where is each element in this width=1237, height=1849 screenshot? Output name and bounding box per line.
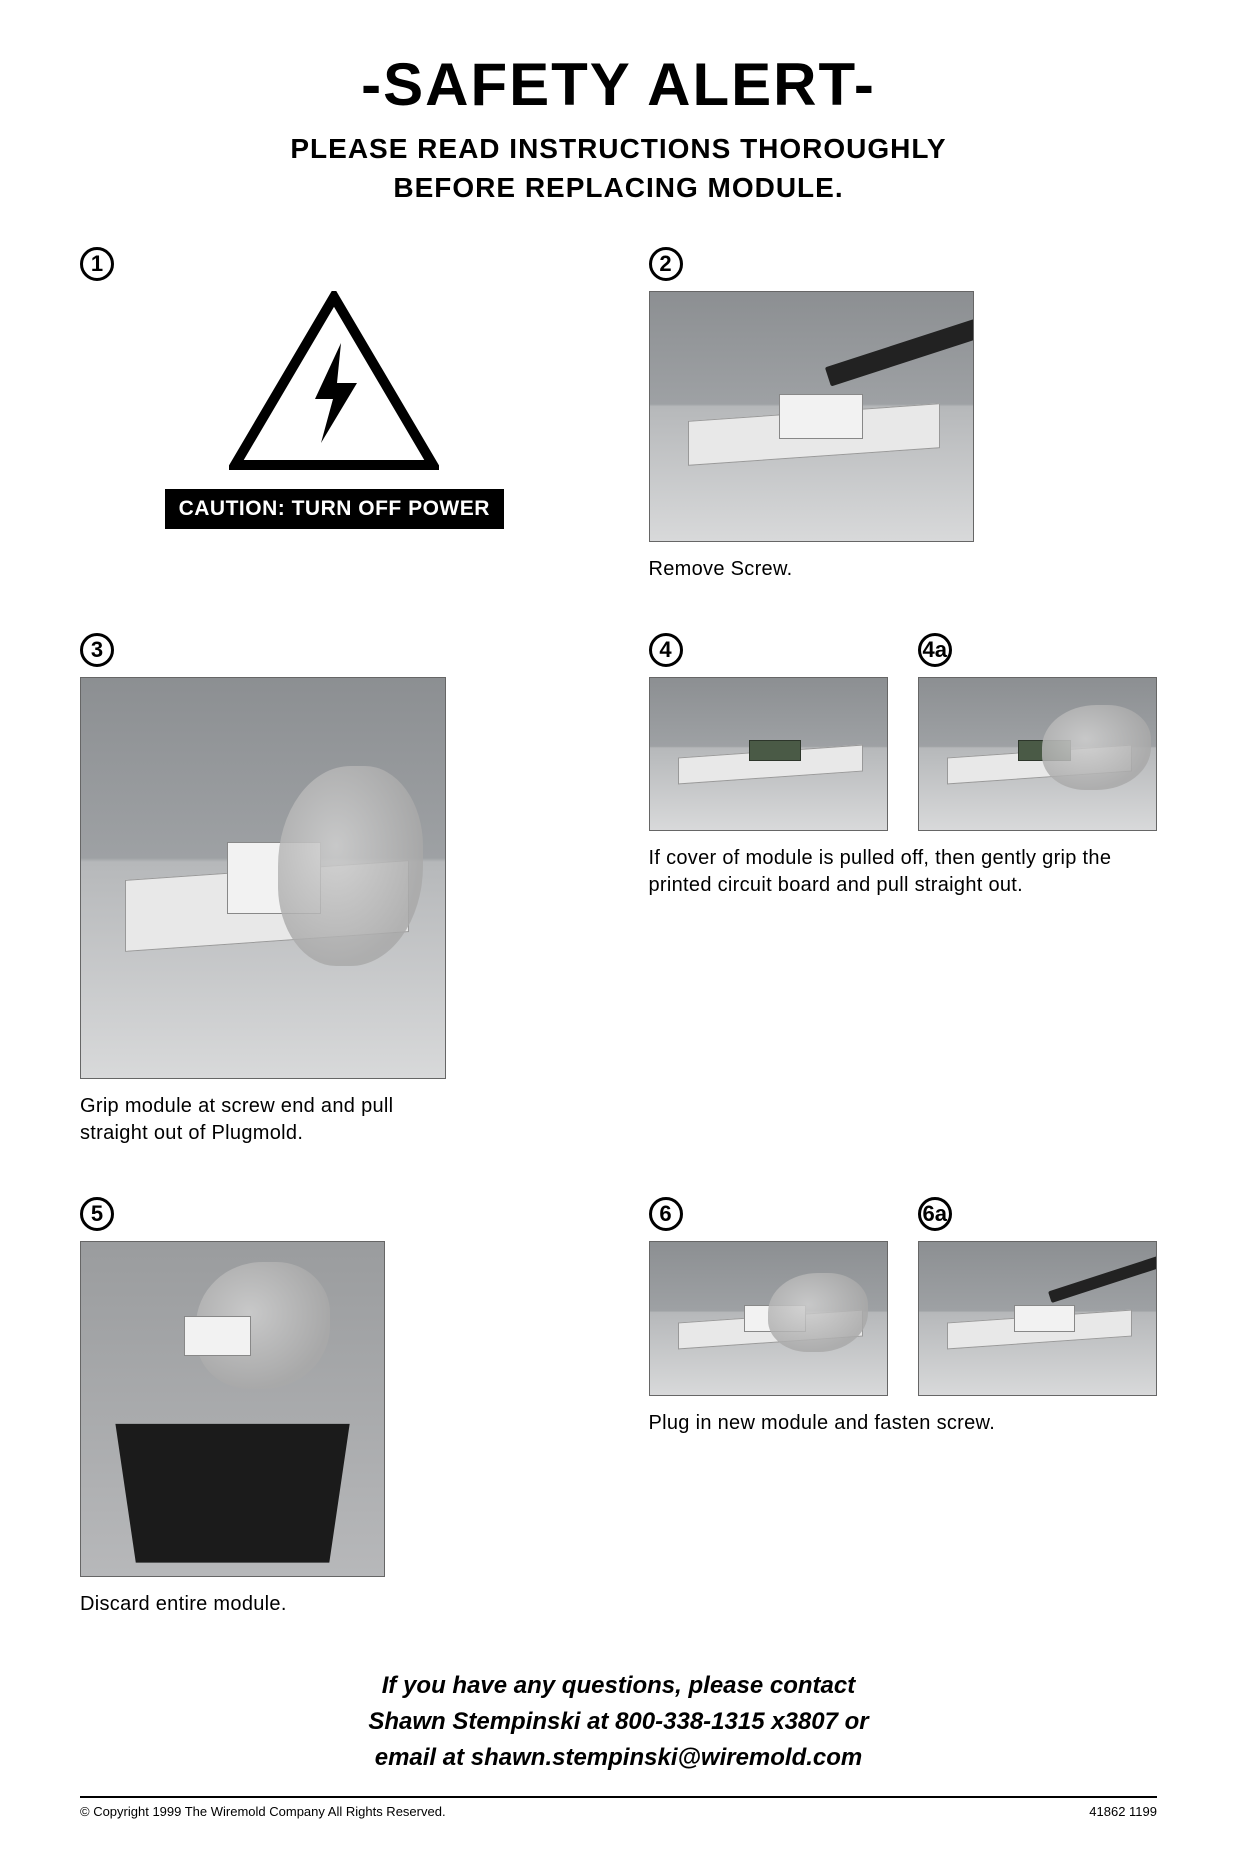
step-number: 2 [649, 247, 683, 281]
steps-grid: 1 CAUTION: TURN OFF POWER 2 Remove Screw… [80, 247, 1157, 1618]
step-4: 4 4a If cover of module is pulled off, t… [649, 633, 1158, 1148]
step-4-caption: If cover of module is pulled off, then g… [649, 845, 1158, 899]
step-6: 6 6a Plug in new module and fasten screw… [649, 1197, 1158, 1618]
step-3-caption: Grip module at screw end and pull straig… [80, 1093, 446, 1147]
step-3: 3 Grip module at screw end and pull stra… [80, 633, 589, 1148]
contact-line-3: email at shawn.stempinski@wiremold.com [80, 1740, 1157, 1776]
footer-rule [80, 1796, 1157, 1798]
subtitle-line-2: BEFORE REPLACING MODULE. [80, 168, 1157, 207]
contact-block: If you have any questions, please contac… [80, 1668, 1157, 1776]
step-number: 6 [649, 1197, 683, 1231]
electrical-hazard-icon [229, 291, 439, 471]
footer-docnum: 41862 1199 [1089, 1804, 1157, 1819]
page-title: -SAFETY ALERT- [80, 50, 1157, 119]
step-1: 1 CAUTION: TURN OFF POWER [80, 247, 589, 582]
footer-copyright: © Copyright 1999 The Wiremold Company Al… [80, 1804, 446, 1819]
step-6-caption: Plug in new module and fasten screw. [649, 1410, 1158, 1437]
step-3-illustration [80, 677, 446, 1080]
page-subtitle: PLEASE READ INSTRUCTIONS THOROUGHLY BEFO… [80, 129, 1157, 207]
step-number-a: 6a [918, 1197, 952, 1231]
step-2: 2 Remove Screw. [649, 247, 1158, 582]
step-5-illustration [80, 1241, 385, 1577]
step-number: 5 [80, 1197, 114, 1231]
caution-banner: CAUTION: TURN OFF POWER [165, 489, 504, 529]
step-2-illustration [649, 291, 974, 541]
step-number-a: 4a [918, 633, 952, 667]
step-2-caption: Remove Screw. [649, 556, 974, 583]
step-6-illustration [649, 1241, 888, 1395]
contact-line-1: If you have any questions, please contac… [80, 1668, 1157, 1704]
contact-line-2: Shawn Stempinski at 800-338-1315 x3807 o… [80, 1704, 1157, 1740]
step-number: 3 [80, 633, 114, 667]
step-6a-illustration [918, 1241, 1157, 1395]
step-4-illustration [649, 677, 888, 831]
page-footer: © Copyright 1999 The Wiremold Company Al… [80, 1804, 1157, 1819]
step-5-caption: Discard entire module. [80, 1591, 385, 1618]
step-5: 5 Discard entire module. [80, 1197, 589, 1618]
step-number: 4 [649, 633, 683, 667]
step-4a-illustration [918, 677, 1157, 831]
step-number: 1 [80, 247, 114, 281]
subtitle-line-1: PLEASE READ INSTRUCTIONS THOROUGHLY [80, 129, 1157, 168]
